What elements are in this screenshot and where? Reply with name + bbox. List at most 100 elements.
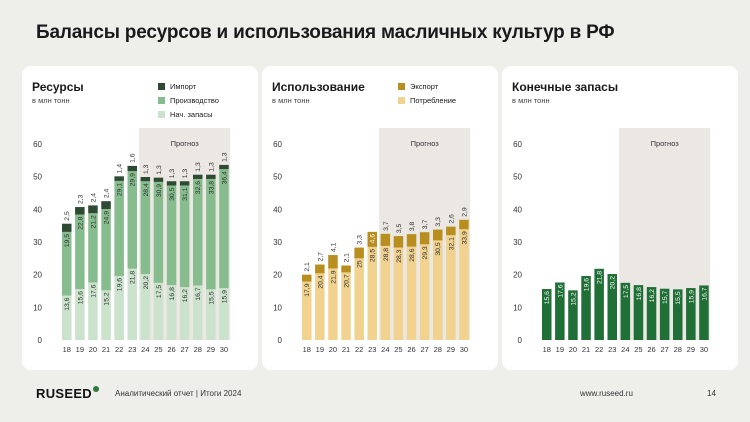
bar-segment [153, 282, 164, 340]
bar-segment [219, 164, 229, 170]
data-label: 21,8 [597, 271, 604, 284]
data-label: 17,5 [623, 285, 630, 298]
bar-segment [75, 289, 85, 340]
data-label: 1,3 [143, 164, 150, 174]
x-tick-label: 20 [89, 345, 97, 354]
data-label: 28,5 [370, 249, 377, 262]
bar-segment [166, 181, 177, 186]
data-label: 1,3 [169, 169, 176, 179]
data-label: 19,5 [64, 234, 71, 247]
data-label: 17,6 [557, 284, 564, 297]
data-label: 17,5 [156, 285, 163, 298]
x-tick-label: 26 [407, 345, 415, 354]
x-tick-label: 22 [355, 345, 363, 354]
data-label: 13,6 [64, 297, 71, 310]
x-tick-label: 30 [220, 345, 228, 354]
data-label: 17,9 [304, 283, 311, 296]
y-tick-label: 20 [33, 271, 42, 280]
legend-swatch [398, 82, 405, 90]
chart-resources: Прогноз 0 10 20 30 40 50 60 13,6 19,5 2,5 18 15,6 22,… [33, 128, 231, 354]
bar-segment [459, 219, 469, 230]
y-tick-label: 30 [33, 238, 42, 247]
y-tick-label: 30 [273, 238, 282, 247]
data-label: 15,6 [544, 291, 551, 304]
data-label: 30,9 [156, 184, 163, 197]
x-tick-label: 19 [76, 345, 84, 354]
x-tick-label: 26 [647, 345, 655, 354]
bar-segment [153, 177, 164, 182]
data-label: 19,6 [117, 278, 124, 291]
x-tick-label: 27 [420, 345, 428, 354]
data-label: 16,2 [649, 289, 656, 302]
bar-segment [341, 265, 351, 273]
data-label: 2,1 [304, 262, 311, 272]
legend-label: Потребление [410, 95, 457, 105]
bar-segment [193, 178, 203, 286]
chart-title: Конечные запасы [512, 80, 619, 94]
data-label: 1,6 [130, 153, 137, 163]
data-label: 31,1 [182, 187, 189, 200]
x-tick-label: 24 [621, 345, 629, 354]
x-tick-label: 25 [154, 345, 162, 354]
legend-label: Импорт [170, 81, 197, 91]
y-tick-label: 60 [33, 140, 42, 149]
bar-segment [114, 176, 124, 181]
x-tick-label: 28 [674, 345, 682, 354]
page-number: 14 [707, 389, 716, 398]
y-tick-label: 0 [518, 336, 523, 345]
bar-segment [419, 232, 430, 245]
bar-segment [179, 185, 190, 288]
y-tick-label: 40 [33, 205, 42, 214]
y-tick-label: 0 [38, 336, 43, 345]
bar-segment [219, 288, 229, 340]
x-tick-label: 20 [329, 345, 337, 354]
data-label: 3,7 [422, 220, 429, 230]
bar-segment [140, 181, 151, 275]
data-label: 3,7 [383, 221, 390, 231]
x-tick-label: 28 [434, 345, 442, 354]
bar-segment [62, 295, 72, 340]
brand-name: RUSEED [36, 386, 92, 401]
data-label: 28,8 [383, 248, 390, 261]
chart-final-stocks: Прогноз 0 10 20 30 40 50 60 15,6 18 17,6 19 15,2 20 19… [513, 128, 711, 354]
x-tick-label: 26 [167, 345, 175, 354]
x-tick-label: 21 [582, 345, 590, 354]
y-tick-label: 50 [513, 173, 522, 182]
data-label: 2,1 [344, 253, 351, 263]
data-label: 2,7 [317, 252, 324, 262]
bar-segment [179, 181, 190, 186]
bar-segment [166, 185, 177, 286]
data-label: 15,6 [77, 291, 84, 304]
bar-segment [101, 290, 111, 340]
x-tick-label: 18 [543, 345, 551, 354]
site-link[interactable]: www.ruseed.ru [580, 389, 633, 398]
data-label: 2,4 [90, 193, 97, 203]
chart-unit: в млн тонн [272, 96, 310, 105]
y-tick-label: 30 [513, 238, 522, 247]
y-tick-label: 10 [33, 303, 42, 312]
data-label: 32,6 [195, 181, 202, 194]
bar-segment [127, 165, 137, 172]
data-label: 20,4 [317, 275, 324, 288]
bar-segment [354, 247, 364, 259]
chart-panel-final-stocks: Конечные запасы в млн тонн Прогноз 0 10 20 3… [502, 66, 738, 370]
data-label: 4,1 [330, 242, 337, 252]
bar-segment [419, 244, 430, 340]
x-tick-label: 28 [194, 345, 202, 354]
logo-dot-icon [92, 386, 99, 392]
bar-segment [302, 281, 312, 340]
data-label: 21,9 [330, 270, 337, 283]
bar-segment [673, 289, 683, 340]
x-tick-label: 23 [608, 345, 616, 354]
chart-panel-usage: Использование в млн тонн Экспорт Потребл… [262, 66, 498, 370]
data-label: 16,7 [195, 287, 202, 300]
data-label: 16,8 [636, 287, 643, 300]
x-tick-label: 19 [316, 345, 324, 354]
data-label: 21,8 [130, 271, 137, 284]
x-tick-label: 27 [660, 345, 668, 354]
x-tick-label: 18 [63, 345, 71, 354]
chart-title: Использование [272, 80, 365, 94]
bar-segment [446, 226, 456, 236]
bar-segment [699, 285, 709, 340]
legend-swatch [158, 82, 165, 90]
